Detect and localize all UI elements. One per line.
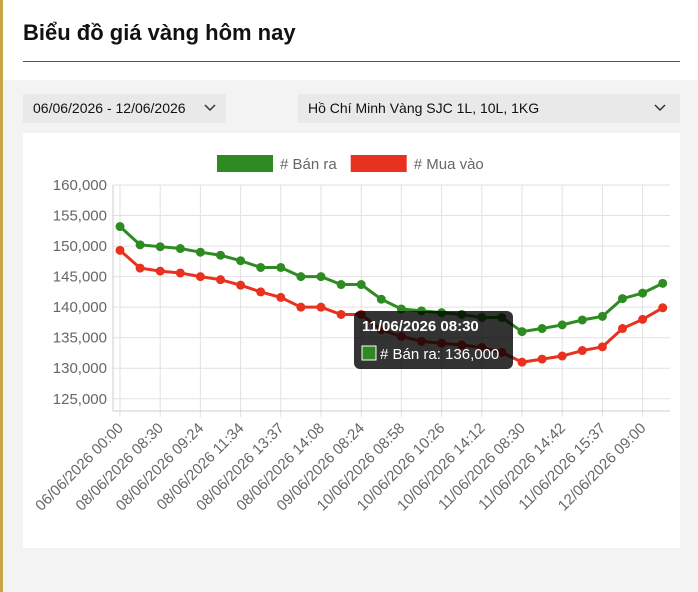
y-tick-label: 140,000 xyxy=(53,299,107,316)
data-point xyxy=(618,324,627,334)
data-point xyxy=(175,244,185,254)
data-point xyxy=(155,242,165,252)
tooltip-title: 11/06/2026 08:30 xyxy=(362,318,479,335)
data-point xyxy=(135,263,145,273)
date-range-select[interactable]: 06/06/2026 - 12/06/2026 xyxy=(23,94,226,123)
data-point xyxy=(557,320,567,330)
y-tick-label: 155,000 xyxy=(53,208,107,225)
y-tick-label: 150,000 xyxy=(53,238,107,255)
data-point xyxy=(376,294,386,304)
legend-swatch xyxy=(217,155,273,172)
data-point xyxy=(195,247,205,257)
y-tick-label: 130,000 xyxy=(53,360,107,377)
data-point xyxy=(638,288,648,298)
tooltip-swatch xyxy=(361,345,377,361)
legend-label: # Mua vào xyxy=(414,156,484,173)
data-point xyxy=(517,357,527,367)
y-tick-label: 145,000 xyxy=(53,269,107,286)
chart: 125,000 130,000 135,000 140,000 145,000 150,0… xyxy=(32,155,670,514)
data-point xyxy=(517,327,527,337)
data-point xyxy=(336,309,346,319)
data-point xyxy=(276,262,286,272)
data-point xyxy=(597,311,607,321)
data-point xyxy=(356,280,366,290)
data-point xyxy=(658,303,668,313)
series-line xyxy=(118,225,664,334)
y-tick-label: 160,000 xyxy=(53,177,107,194)
data-point xyxy=(638,314,648,324)
tooltip-label: # Bán ra: 136,000 xyxy=(380,346,499,363)
data-point xyxy=(115,245,125,255)
data-point xyxy=(175,268,185,278)
page-title: Biểu đồ giá vàng hôm nay xyxy=(23,20,296,45)
data-point xyxy=(236,256,246,266)
data-point xyxy=(236,280,246,290)
data-point xyxy=(336,280,346,290)
product-text: Hồ Chí Minh Vàng SJC 1L, 10L, 1KG xyxy=(308,100,540,116)
chevron xyxy=(204,104,216,112)
data-point xyxy=(577,346,587,356)
data-point xyxy=(597,342,607,352)
date-range-text: 06/06/2026 - 12/06/2026 xyxy=(33,100,186,116)
legend-swatch xyxy=(350,155,407,172)
data-point xyxy=(135,240,145,250)
data-point xyxy=(195,272,205,282)
data-point xyxy=(256,262,266,272)
data-point xyxy=(537,324,547,334)
data-point xyxy=(618,294,627,304)
data-point xyxy=(577,315,587,325)
data-point xyxy=(216,250,225,260)
y-tick-label: 135,000 xyxy=(53,330,107,347)
chart-card: 125,000 130,000 135,000 140,000 145,000 150,0… xyxy=(23,133,680,548)
product-select[interactable]: Hồ Chí Minh Vàng SJC 1L, 10L, 1KG xyxy=(298,94,680,123)
data-point xyxy=(115,222,125,232)
y-tick-label: 125,000 xyxy=(53,391,107,408)
data-point xyxy=(276,292,286,302)
data-point xyxy=(296,272,306,282)
data-point xyxy=(537,354,547,364)
data-point xyxy=(658,278,668,288)
data-point xyxy=(296,302,306,312)
legend-label: # Bán ra xyxy=(280,156,337,173)
data-point xyxy=(316,272,326,282)
tooltip: 11/06/2026 08:30 # Bán ra: 136,000 xyxy=(354,311,513,369)
chevron xyxy=(654,104,666,112)
divider xyxy=(23,61,680,62)
data-point xyxy=(557,351,567,361)
data-point xyxy=(316,302,326,312)
data-point xyxy=(256,287,266,297)
data-point xyxy=(216,275,225,285)
tooltip-box xyxy=(354,311,513,369)
data-point xyxy=(155,266,165,276)
